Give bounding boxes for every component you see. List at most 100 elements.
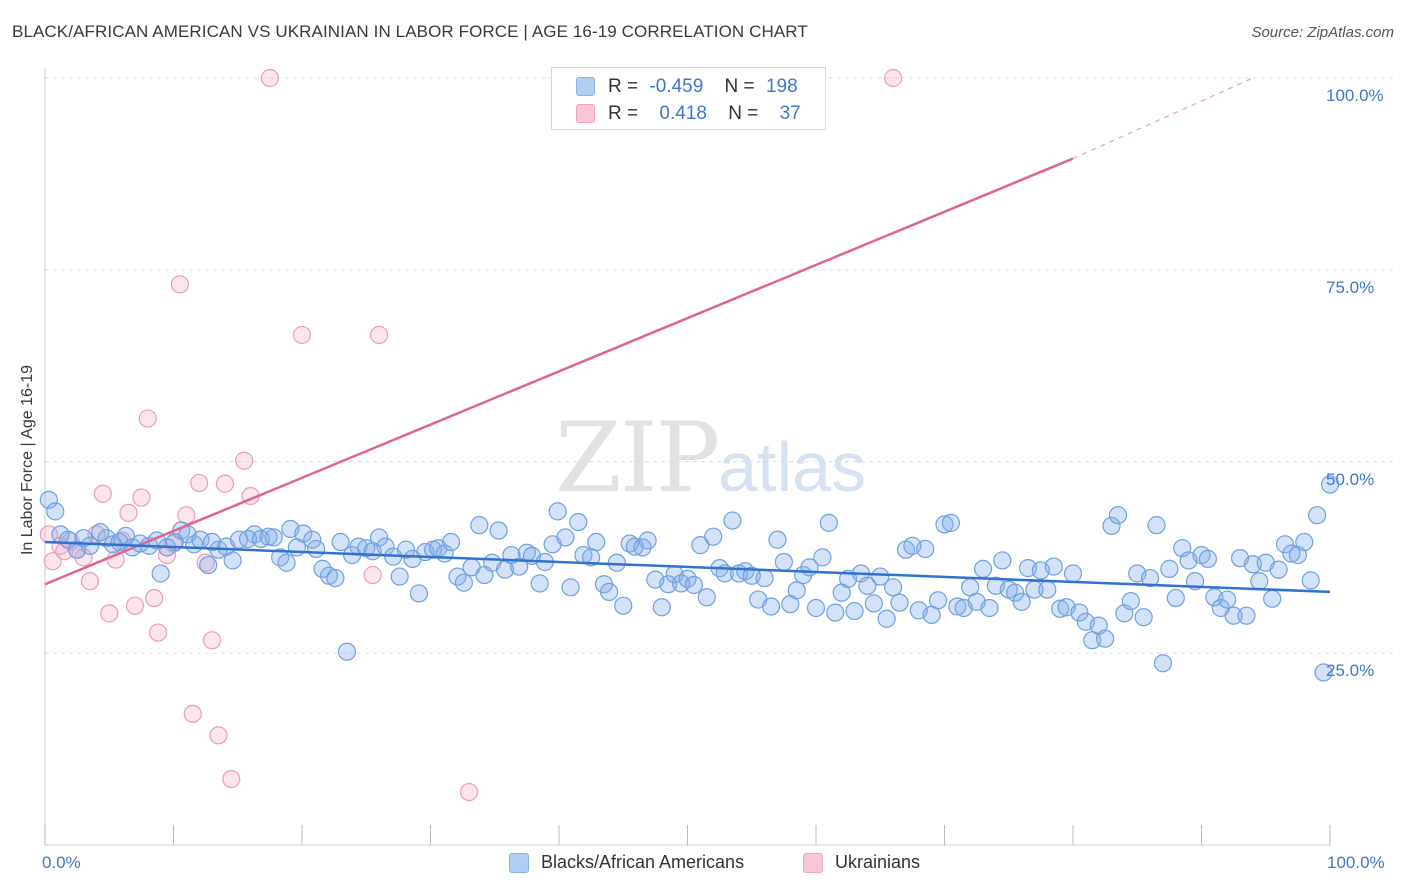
black-point [548, 502, 567, 521]
legend-n-label: N = [724, 76, 755, 97]
legend-item-blacks[interactable]: Blacks/African Americans [509, 852, 744, 873]
ukrainian-point [363, 565, 382, 585]
ukrainian-point [177, 506, 196, 525]
ukrainian-point [145, 588, 164, 608]
black-point [768, 530, 787, 549]
legend-r-value: -0.459 [649, 76, 704, 97]
black-point [1051, 599, 1070, 618]
black-point [1295, 532, 1314, 552]
black-point [993, 551, 1012, 570]
black-point [736, 562, 755, 581]
black-point [1006, 583, 1025, 602]
black-point [1237, 606, 1256, 625]
ukrainian-point [883, 68, 903, 88]
legend-swatch-blue [509, 852, 529, 873]
black-point [1166, 588, 1185, 608]
black-point [973, 559, 993, 578]
black-point [587, 532, 606, 552]
black-point [826, 603, 845, 622]
ukrainian-point [100, 604, 119, 623]
ukrainian-point [196, 553, 215, 572]
ukrainian-point [183, 704, 202, 723]
legend-item-ukrainians[interactable]: Ukrainians [803, 852, 920, 873]
black-point [238, 529, 258, 549]
black-point [600, 582, 619, 601]
black-point [1160, 559, 1179, 578]
black-point [864, 594, 883, 613]
ukrainian-point [43, 552, 62, 571]
legend-label: Ukrainians [835, 852, 921, 872]
black-point [1102, 516, 1121, 536]
ukrainian-trend-line [44, 157, 1074, 586]
y-tick-label: 75.0% [1326, 277, 1375, 297]
black-point [935, 515, 954, 534]
black-point [1063, 564, 1083, 583]
chart-title: BLACK/AFRICAN AMERICAN VS UKRAINIAN IN L… [12, 22, 808, 41]
black-point [307, 539, 326, 559]
ukrainian-point [119, 503, 138, 522]
black-point [941, 513, 961, 532]
ukrainian-point [80, 572, 100, 591]
black-point [370, 528, 389, 547]
ukrainian-point [190, 473, 209, 493]
black-point [294, 524, 313, 543]
watermark-zip: ZIP [555, 402, 720, 514]
black-point [1134, 608, 1153, 627]
black-point [303, 530, 322, 549]
legend-n-value: 37 [779, 103, 801, 124]
black-point [259, 527, 278, 546]
ukrainian-point [292, 325, 312, 345]
y-tick-label: 100.0% [1326, 86, 1384, 105]
black-point [331, 532, 350, 552]
black-point [761, 597, 781, 616]
legend-swatch-pink [803, 852, 823, 873]
black-point [787, 581, 806, 600]
black-point [1108, 506, 1128, 525]
black-point [1096, 629, 1115, 648]
black-point [223, 551, 242, 570]
ukrainian-point [170, 275, 190, 294]
ukrainian-point [209, 726, 228, 745]
black-point [470, 516, 489, 535]
black-point [151, 564, 170, 583]
black-point [1218, 590, 1237, 609]
watermark-atlas: atlas [718, 428, 867, 506]
black-point [980, 598, 999, 618]
black-point [819, 513, 838, 532]
ukrainian-point [235, 451, 254, 470]
black-point [1153, 654, 1173, 673]
ukrainian-point [93, 484, 112, 503]
black-point [80, 536, 100, 555]
black-point [1012, 592, 1031, 611]
black-point [1314, 663, 1333, 682]
ukrainian-point [202, 631, 222, 650]
ukrainian-point [215, 474, 234, 493]
black-point [277, 553, 296, 572]
ukrainian-trend-extension [1072, 77, 1254, 160]
black-point [1070, 603, 1089, 622]
black-point [916, 539, 935, 559]
ukrainian-point [370, 325, 389, 345]
black-points [39, 475, 1340, 682]
correlation-legend: R = -0.459 N = 198 R = 0.418 N = 37 [551, 67, 826, 130]
black-point [1301, 571, 1320, 590]
black-point [1224, 606, 1243, 625]
x-tick-label-max: 100.0% [1327, 853, 1385, 872]
ukrainian-points [39, 68, 903, 802]
black-point [1198, 549, 1218, 569]
black-point [1269, 560, 1288, 579]
y-tick-label: 50.0% [1326, 469, 1375, 489]
black-point [806, 598, 826, 618]
legend-r-value: 0.418 [659, 103, 707, 124]
watermark: ZIPatlas [555, 402, 866, 514]
trend-lines [44, 77, 1331, 594]
black-point [1038, 580, 1057, 599]
black-point [845, 601, 864, 621]
legend-n-value: 198 [765, 76, 798, 97]
black-point [454, 573, 474, 592]
black-point [1140, 568, 1160, 588]
black-point [1282, 544, 1301, 563]
x-tick-label-min: 0.0% [42, 853, 81, 872]
black-point [638, 531, 657, 550]
